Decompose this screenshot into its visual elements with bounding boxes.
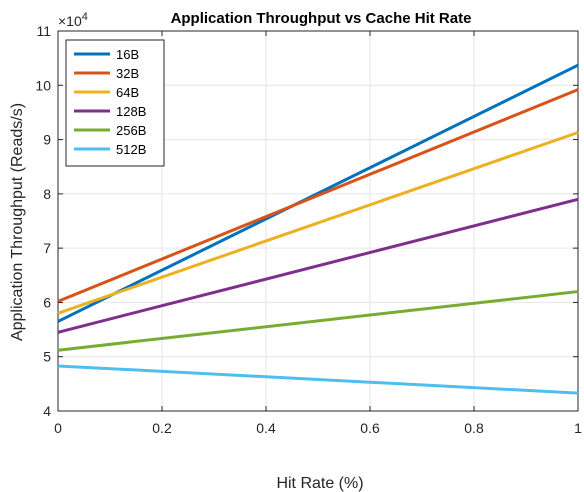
y-axis-exponent-power: 4 xyxy=(82,11,88,23)
legend-label-128b: 128B xyxy=(116,104,146,119)
y-tick-label: 4 xyxy=(43,403,51,419)
y-tick-label: 6 xyxy=(43,294,51,310)
legend-label-32b: 32B xyxy=(116,66,139,81)
series-line-32b xyxy=(57,88,579,303)
series-line-16b xyxy=(57,63,579,323)
series-line-128b xyxy=(57,197,579,334)
y-tick-label: 5 xyxy=(43,349,51,365)
series-line-64b xyxy=(57,131,579,315)
y-tick-label: 10 xyxy=(35,77,51,93)
legend-box xyxy=(65,39,165,167)
x-tick-label: 0.2 xyxy=(152,420,172,436)
y-tick-label: 8 xyxy=(43,186,51,202)
y-axis-exponent-base: ×10 xyxy=(58,13,82,29)
y-tick-label: 11 xyxy=(36,23,51,39)
axis-ticks: 0 0.2 0.4 0.6 0.8 1 4 5 6 7 8 9 10 11 xyxy=(35,23,582,436)
y-tick-label: 7 xyxy=(43,240,51,256)
legend: 16B 32B 64B 128B 256B 512B xyxy=(65,39,165,167)
series-line-256b xyxy=(57,290,579,352)
x-tick-label: 0.8 xyxy=(464,420,484,436)
x-tick-label: 0 xyxy=(54,420,62,436)
y-tick-label: 9 xyxy=(43,132,51,148)
legend-label-512b: 512B xyxy=(116,142,146,157)
legend-label-256b: 256B xyxy=(116,123,146,138)
series-line-512b xyxy=(57,364,579,395)
x-tick-label: 0.6 xyxy=(360,420,380,436)
legend-label-64b: 64B xyxy=(116,85,139,100)
x-axis-label: Hit Rate (%) xyxy=(276,475,363,492)
x-tick-label: 1 xyxy=(574,420,582,436)
plot-area-frame xyxy=(57,30,579,412)
x-tick-label: 0.4 xyxy=(256,420,276,436)
series-lines xyxy=(57,63,579,395)
chart-title: Application Throughput vs Cache Hit Rate xyxy=(171,10,472,27)
y-axis-label: Application Throughput (Reads/s) xyxy=(9,103,26,341)
y-axis-exponent: ×104 xyxy=(58,11,88,29)
legend-label-16b: 16B xyxy=(116,47,139,62)
